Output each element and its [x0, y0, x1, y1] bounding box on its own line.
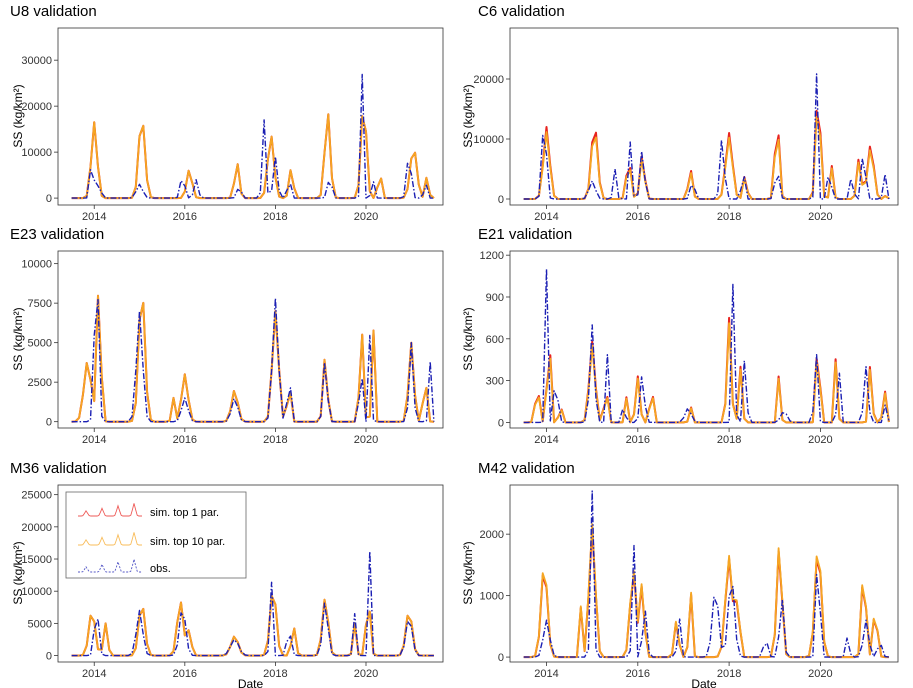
legend-symbol-obs [78, 559, 142, 573]
plot-frame [509, 250, 899, 429]
x-tick-label: 2018 [717, 668, 741, 680]
y-axis-label: SS (kg/km²) [461, 84, 475, 147]
series-line-obs [523, 490, 889, 658]
y-axis-label: SS (kg/km²) [11, 541, 25, 604]
panel-4: M36 validation 2014 2016 2018 2020 0 5000 10000… [10, 460, 444, 688]
plot-frame [57, 250, 444, 429]
legend-label: sim. top 1 par. [150, 507, 219, 519]
series-line-obs [523, 73, 890, 200]
legend-label: obs. [150, 563, 171, 575]
y-tick-label: 2000 [480, 529, 504, 541]
y-tick-label: 5000 [28, 338, 52, 350]
y-tick-label: 10000 [473, 134, 504, 146]
y-tick-label: 10000 [21, 259, 52, 271]
series-line-obs [71, 297, 435, 423]
x-tick-label: 2016 [173, 668, 197, 680]
y-tick-label: 5000 [28, 618, 52, 630]
x-tick-label: 2018 [717, 211, 741, 223]
panel-1: C6 validation 2014 2016 2018 2020 0 10000 20000… [461, 3, 899, 223]
x-tick-label: 2014 [534, 434, 558, 446]
x-tick-label: 2018 [263, 668, 287, 680]
panel-title: E23 validation [10, 226, 104, 243]
plot-frame [509, 484, 899, 663]
legend-label: sim. top 10 par. [150, 536, 225, 548]
panel-0: U8 validation 2014 2016 2018 2020 0 10000 20000… [10, 3, 444, 223]
x-tick-label: 2020 [354, 668, 378, 680]
x-tick-label: 2014 [82, 668, 106, 680]
x-tick-label: 2016 [626, 211, 650, 223]
y-tick-label: 30000 [21, 55, 52, 67]
x-tick-label: 2016 [173, 434, 197, 446]
y-tick-label: 1200 [480, 250, 504, 262]
panel-2: E23 validation 2014 2016 2018 2020 0 2500 5000 7… [10, 226, 444, 446]
panel-title: C6 validation [478, 3, 565, 20]
y-tick-label: 0 [46, 651, 52, 663]
y-axis-label: SS (kg/km²) [461, 307, 475, 370]
y-axis-label: SS (kg/km²) [11, 84, 25, 147]
y-tick-label: 0 [498, 652, 504, 664]
panel-title: E21 validation [478, 226, 572, 243]
y-tick-label: 20000 [21, 522, 52, 534]
y-tick-label: 25000 [21, 490, 52, 502]
y-tick-label: 900 [486, 292, 504, 304]
x-axis-label: Date [238, 677, 264, 688]
x-tick-label: 2020 [808, 434, 832, 446]
y-tick-label: 1000 [480, 591, 504, 603]
y-tick-label: 2500 [28, 377, 52, 389]
y-tick-label: 20000 [21, 101, 52, 113]
x-tick-label: 2018 [263, 211, 287, 223]
legend-box [65, 491, 247, 579]
panel-title: U8 validation [10, 3, 97, 20]
x-tick-label: 2020 [354, 434, 378, 446]
plot-frame [57, 27, 444, 206]
x-tick-label: 2020 [808, 668, 832, 680]
plot-frame [509, 27, 899, 206]
x-tick-label: 2016 [173, 211, 197, 223]
series-line-obs [71, 73, 434, 199]
y-axis-label: SS (kg/km²) [11, 307, 25, 370]
legend-symbol-sim-top1 [78, 503, 142, 517]
y-tick-label: 600 [486, 334, 504, 346]
y-axis-label: SS (kg/km²) [461, 541, 475, 604]
series-line-sim-top10 [71, 113, 435, 199]
x-tick-label: 2018 [263, 434, 287, 446]
y-tick-label: 15000 [21, 554, 52, 566]
legend: sim. top 1 par. sim. top 10 par. obs. [65, 491, 247, 579]
y-tick-label: 0 [46, 193, 52, 205]
y-tick-label: 300 [486, 376, 504, 388]
x-tick-label: 2016 [626, 434, 650, 446]
panel-title: M42 validation [478, 460, 575, 477]
x-tick-label: 2016 [626, 668, 650, 680]
panel-3: E21 validation 2014 2016 2018 2020 0 300 600 900… [461, 226, 899, 446]
x-tick-label: 2020 [808, 211, 832, 223]
x-tick-label: 2020 [354, 211, 378, 223]
x-tick-label: 2014 [534, 211, 558, 223]
x-tick-label: 2014 [82, 434, 106, 446]
panel-title: M36 validation [10, 460, 107, 477]
y-tick-label: 10000 [21, 147, 52, 159]
y-tick-label: 7500 [28, 298, 52, 310]
series-line-obs [523, 268, 890, 424]
y-tick-label: 20000 [473, 74, 504, 86]
y-tick-label: 0 [498, 194, 504, 206]
x-axis-label: Date [691, 677, 717, 688]
x-tick-label: 2014 [82, 211, 106, 223]
x-tick-label: 2014 [534, 668, 558, 680]
y-tick-label: 0 [498, 417, 504, 429]
y-tick-label: 10000 [21, 586, 52, 598]
legend-symbol-sim-top10 [78, 532, 142, 546]
panel-5: M42 validation 2014 2016 2018 2020 0 1000 2000 S… [461, 460, 899, 688]
y-tick-label: 0 [46, 417, 52, 429]
x-tick-label: 2018 [717, 434, 741, 446]
